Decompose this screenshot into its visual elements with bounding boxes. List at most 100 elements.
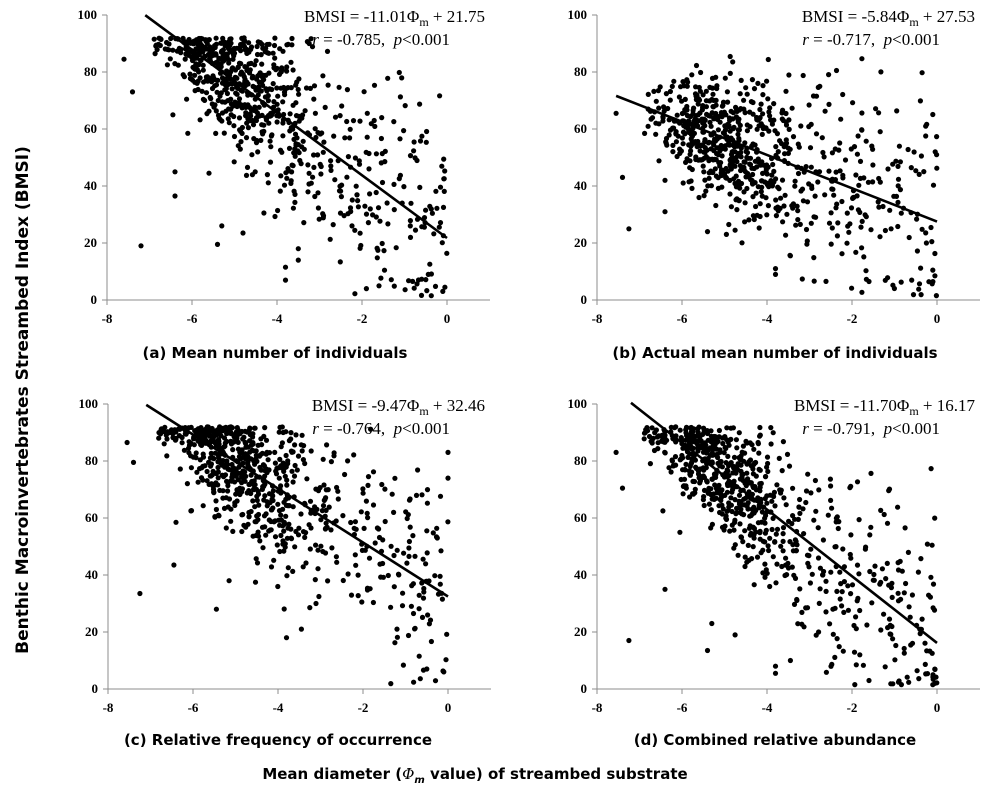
data-point <box>787 539 793 545</box>
data-point <box>262 524 268 530</box>
data-point <box>188 465 194 471</box>
data-point <box>707 119 713 125</box>
data-point <box>735 467 741 473</box>
data-point <box>281 468 287 474</box>
data-point <box>199 465 205 471</box>
data-point <box>881 611 887 617</box>
data-point <box>708 486 714 492</box>
data-point <box>765 203 772 209</box>
data-point <box>258 137 264 143</box>
data-point <box>319 508 325 514</box>
data-point <box>268 144 274 150</box>
data-point <box>742 219 748 225</box>
data-point <box>174 48 180 54</box>
data-point <box>678 435 684 441</box>
y-tick-label: 60 <box>85 510 98 525</box>
data-point <box>692 139 698 145</box>
data-point <box>680 180 686 186</box>
data-point <box>410 278 416 284</box>
data-point <box>879 566 886 572</box>
data-point <box>215 452 221 459</box>
data-point <box>440 204 447 210</box>
data-point <box>437 573 443 579</box>
data-point <box>164 39 170 46</box>
data-point <box>219 40 225 46</box>
data-point <box>238 139 244 145</box>
data-point <box>793 222 799 228</box>
data-point <box>212 44 218 51</box>
data-point <box>213 35 219 41</box>
data-point <box>274 101 280 107</box>
data-point <box>893 193 900 199</box>
data-point <box>728 166 734 172</box>
data-point <box>230 528 236 535</box>
data-point <box>289 468 295 474</box>
y-tick-label: 80 <box>84 64 97 79</box>
data-point <box>641 436 647 442</box>
regression-line <box>630 401 938 644</box>
data-point <box>749 506 755 512</box>
data-point <box>364 134 370 140</box>
data-point <box>653 120 659 126</box>
data-point <box>283 513 289 519</box>
data-point <box>307 546 313 552</box>
data-point <box>870 179 876 185</box>
data-point <box>188 453 194 459</box>
data-point <box>733 510 739 517</box>
data-point <box>696 84 702 91</box>
data-point <box>240 436 246 442</box>
x-tick-label: 0 <box>445 700 452 715</box>
data-point <box>755 184 761 190</box>
data-point <box>424 550 430 556</box>
data-point <box>705 447 711 453</box>
data-point <box>876 110 882 116</box>
data-point <box>336 188 343 194</box>
data-point <box>284 42 290 48</box>
data-point <box>751 165 757 172</box>
data-point <box>220 35 226 42</box>
data-point <box>253 117 259 124</box>
data-point <box>779 116 785 122</box>
data-point <box>923 240 930 246</box>
x-tick-label: -6 <box>188 700 199 715</box>
data-point <box>803 488 810 494</box>
data-point <box>249 75 255 81</box>
data-point <box>311 164 317 170</box>
data-point <box>280 120 286 126</box>
data-point <box>777 138 783 144</box>
data-point <box>828 483 834 489</box>
data-point <box>252 504 258 510</box>
data-point <box>347 126 353 132</box>
data-point <box>767 535 773 541</box>
data-point <box>686 435 692 441</box>
data-point <box>772 266 779 272</box>
data-point <box>288 180 294 186</box>
data-point <box>225 461 231 468</box>
data-point <box>320 503 327 509</box>
data-point <box>742 200 748 206</box>
data-point <box>290 449 296 455</box>
data-point <box>886 486 893 492</box>
data-point <box>216 443 222 449</box>
data-point <box>124 439 130 446</box>
data-point <box>837 596 843 602</box>
stat-r-value: = -0.717, <box>809 30 884 49</box>
data-point <box>785 145 791 151</box>
data-point <box>680 491 686 497</box>
stat-p-value: <0.001 <box>892 419 940 438</box>
data-point <box>909 592 916 598</box>
data-point <box>168 35 174 42</box>
data-point <box>200 454 207 460</box>
data-point <box>736 501 743 507</box>
data-point <box>811 255 817 261</box>
data-point <box>214 241 221 247</box>
data-point <box>240 71 246 77</box>
data-point <box>315 547 321 553</box>
data-point <box>248 60 254 66</box>
data-point <box>688 424 694 431</box>
data-point <box>308 36 314 42</box>
data-point <box>389 491 395 497</box>
data-point <box>813 632 819 638</box>
data-point <box>821 568 827 575</box>
data-point <box>684 449 691 455</box>
